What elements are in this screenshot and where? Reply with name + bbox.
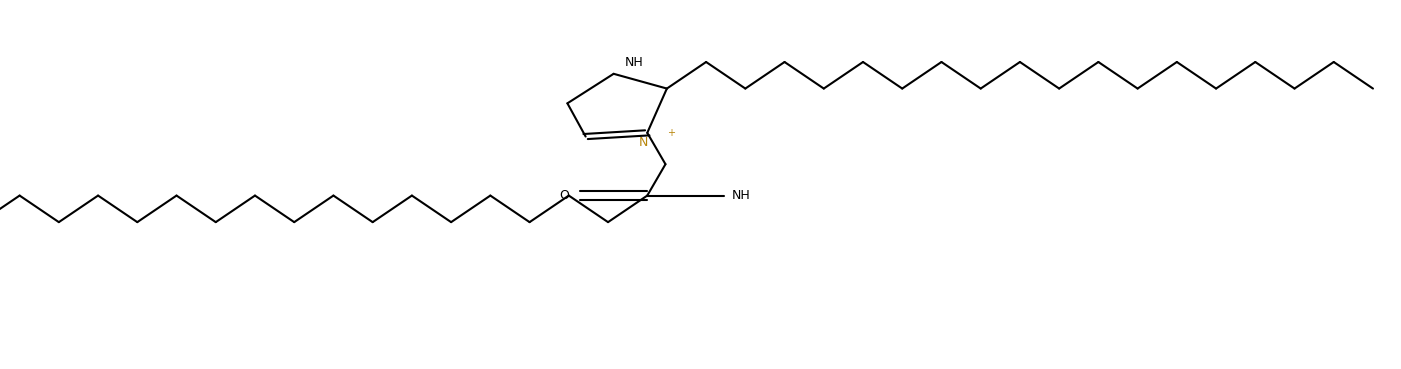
Text: NH: NH [625, 56, 643, 69]
Text: N: N [639, 136, 647, 149]
Text: O: O [559, 189, 569, 202]
Text: +: + [667, 128, 675, 138]
Text: NH: NH [731, 189, 750, 202]
